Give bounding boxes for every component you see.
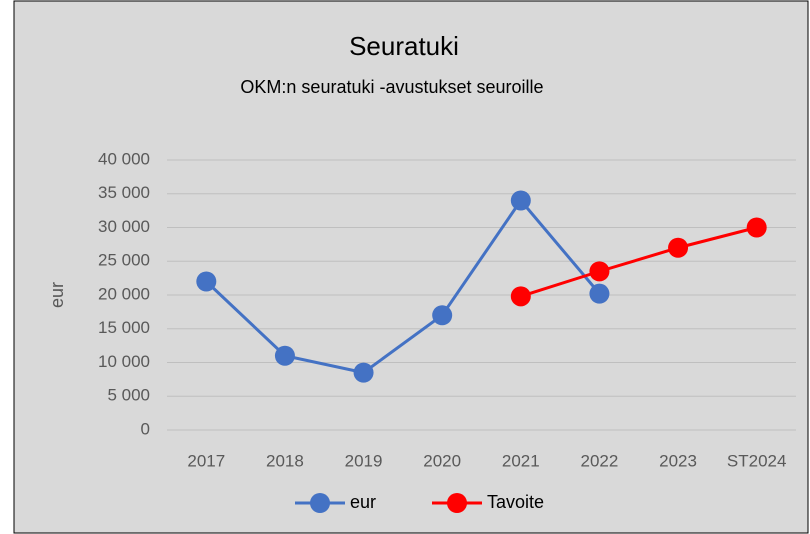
legend-label: eur: [350, 492, 376, 512]
y-tick-label: 10 000: [98, 352, 150, 371]
data-point: [668, 237, 689, 258]
chart-subtitle: OKM:n seuratuki -avustukset seuroille: [240, 77, 543, 97]
y-tick-label: 25 000: [98, 251, 150, 270]
chart-background: [13, 0, 809, 534]
data-point: [196, 271, 217, 292]
y-tick-label: 15 000: [98, 318, 150, 337]
x-tick-label: 2021: [502, 451, 540, 470]
x-tick-label: 2023: [659, 451, 697, 470]
data-point: [432, 305, 453, 326]
x-tick-label: ST2024: [727, 451, 787, 470]
series-line: [205, 198, 601, 375]
legend-label: Tavoite: [487, 492, 544, 512]
x-tick-label: 2020: [423, 451, 461, 470]
data-point: [589, 261, 610, 282]
y-axis-label: eur: [47, 282, 67, 308]
y-tick-label: 35 000: [98, 183, 150, 202]
data-point: [510, 286, 531, 307]
x-tick-label: 2018: [266, 451, 304, 470]
x-tick-label: 2019: [345, 451, 383, 470]
series-line: [520, 226, 758, 298]
y-tick-label: 40 000: [98, 149, 150, 168]
y-tick-label: 30 000: [98, 217, 150, 236]
chart-title: Seuratuki: [349, 31, 459, 61]
x-tick-label: 2022: [581, 451, 619, 470]
data-point: [274, 345, 295, 366]
data-point: [746, 217, 767, 238]
legend-marker: [310, 493, 330, 513]
data-point: [510, 190, 531, 211]
x-tick-label: 2017: [187, 451, 225, 470]
y-tick-label: 0: [141, 419, 150, 438]
y-tick-label: 20 000: [98, 284, 150, 303]
y-tick-label: 5 000: [107, 386, 150, 405]
legend-marker: [447, 493, 467, 513]
data-point: [589, 283, 610, 304]
data-point: [353, 362, 374, 383]
